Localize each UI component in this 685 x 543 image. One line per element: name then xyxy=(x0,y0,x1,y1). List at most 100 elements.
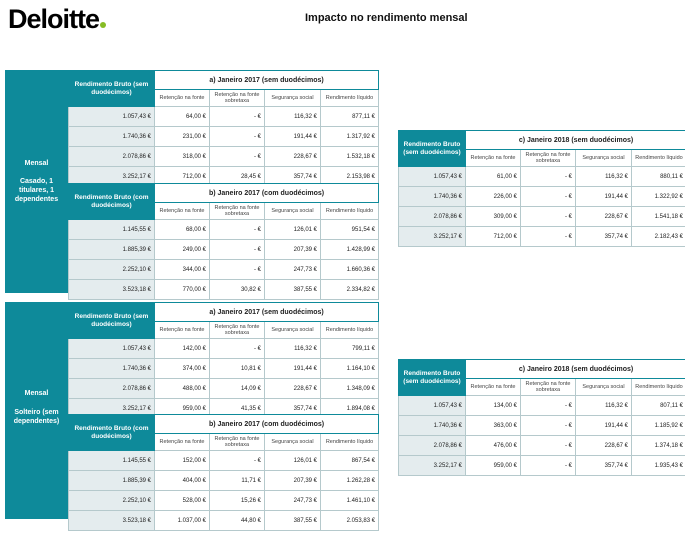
page-title: Impacto no rendimento mensal xyxy=(305,12,468,24)
gross-income-cell: 2.078,86 € xyxy=(68,378,155,399)
value-cell: 191,44 € xyxy=(264,126,321,147)
value-cell: - € xyxy=(520,226,576,247)
gross-income-cell: 2.078,86 € xyxy=(68,146,155,167)
income-2018-table: Rendimento Bruto (sem duodécimos) c) Jane… xyxy=(398,130,685,247)
value-cell: 68,00 € xyxy=(154,219,210,240)
column-header: Segurança social xyxy=(264,89,321,107)
value-cell: 959,00 € xyxy=(465,455,521,476)
gross-income-cell: 1.885,39 € xyxy=(68,470,155,491)
value-cell: 1.541,18 € xyxy=(630,206,685,227)
value-cell: 877,11 € xyxy=(319,106,380,127)
period-header: a) Janeiro 2017 (sem duodécimos) xyxy=(153,302,380,322)
gross-income-cell: 1.740,36 € xyxy=(398,415,466,436)
gross-income-cell: 3.252,17 € xyxy=(68,166,155,187)
table-row: 1.740,36 €226,00 € - €191,44 €1.322,92 € xyxy=(398,186,685,207)
table-row: 3.252,17 €959,00 € - €357,74 €1.935,43 € xyxy=(398,455,685,476)
value-cell: 191,44 € xyxy=(264,358,321,379)
value-cell: 116,32 € xyxy=(264,338,321,359)
value-cell: 142,00 € xyxy=(154,338,210,359)
value-cell: 2.153,98 € xyxy=(319,166,380,187)
value-cell: 404,00 € xyxy=(154,470,210,491)
table-row: 1.057,43 €134,00 € - €116,32 €807,11 € xyxy=(398,395,685,416)
period-row: Rendimento Bruto (com duodécimos) b) Jane… xyxy=(68,183,380,220)
table-row: 2.078,86 €476,00 € - €228,67 €1.374,18 € xyxy=(398,435,685,456)
value-cell: 1.185,92 € xyxy=(630,415,685,436)
value-cell: 116,32 € xyxy=(264,106,321,127)
table-row: 2.078,86 €318,00 € - €228,67 €1.532,18 € xyxy=(68,146,380,167)
gross-income-header: Rendimento Bruto (sem duodécimos) xyxy=(398,359,466,396)
value-cell: 1.037,00 € xyxy=(154,510,210,531)
value-cell: 1.374,18 € xyxy=(630,435,685,456)
value-cell: - € xyxy=(209,126,265,147)
value-cell: 357,74 € xyxy=(575,455,632,476)
value-cell: - € xyxy=(209,106,265,127)
value-cell: 44,80 € xyxy=(209,510,265,531)
column-header-row: Retenção na fonte Retenção na fonte sobre… xyxy=(399,378,685,396)
gross-income-cell: 3.252,17 € xyxy=(68,398,155,419)
gross-income-cell: 2.252,10 € xyxy=(68,259,155,280)
income-main-table: Rendimento Bruto (com duodécimos) b) Jane… xyxy=(68,414,380,531)
value-cell: - € xyxy=(520,166,576,187)
income-main-table: Rendimento Bruto (sem duodécimos) a) Jane… xyxy=(68,302,380,419)
table-row: 2.252,10 €344,00 € - €247,73 €1.660,36 € xyxy=(68,259,380,280)
value-cell: 228,67 € xyxy=(575,206,632,227)
period-row: Rendimento Bruto (sem duodécimos) a) Jane… xyxy=(68,70,380,107)
value-cell: 374,00 € xyxy=(154,358,210,379)
income-main-table: Rendimento Bruto (com duodécimos) b) Jane… xyxy=(68,183,380,300)
value-cell: 207,39 € xyxy=(264,239,321,260)
value-cell: 1.935,43 € xyxy=(630,455,685,476)
table-row: 3.523,18 €770,00 €30,82 €387,55 €2.334,8… xyxy=(68,279,380,300)
gross-income-cell: 2.078,86 € xyxy=(398,206,466,227)
column-header: Segurança social xyxy=(264,202,321,220)
gross-income-cell: 1.145,55 € xyxy=(68,219,155,240)
table-row: 1.057,43 €142,00 € - €116,32 €799,11 € xyxy=(68,338,380,359)
value-cell: 126,01 € xyxy=(264,219,321,240)
value-cell: 247,73 € xyxy=(264,490,321,511)
value-cell: 226,00 € xyxy=(465,186,521,207)
table-row: 1.145,55 €68,00 € - €126,01 €951,54 € xyxy=(68,219,380,240)
value-cell: 191,44 € xyxy=(575,186,632,207)
section-frequency: Mensal xyxy=(24,160,49,167)
table-row: 1.145,55 €152,00 € - €126,01 €867,54 € xyxy=(68,450,380,471)
value-cell: 807,11 € xyxy=(630,395,685,416)
value-cell: 344,00 € xyxy=(154,259,210,280)
column-header-row: Retenção na fonte Retenção na fonte sobre… xyxy=(69,89,380,107)
gross-income-header: Rendimento Bruto (com duodécimos) xyxy=(68,183,155,220)
value-cell: 318,00 € xyxy=(154,146,210,167)
value-cell: 357,74 € xyxy=(575,226,632,247)
column-header: Retenção na fonte xyxy=(465,149,521,167)
value-cell: 1.262,28 € xyxy=(319,470,380,491)
table-row: 1.885,39 €404,00 €11,71 €207,39 €1.262,2… xyxy=(68,470,380,491)
column-header: Retenção na fonte xyxy=(154,89,210,107)
deloitte-logo: Deloitte xyxy=(8,4,107,35)
income-2018-table: Rendimento Bruto (sem duodécimos) c) Jane… xyxy=(398,359,685,476)
period-row: Rendimento Bruto (sem duodécimos) c) Jane… xyxy=(398,130,685,167)
value-cell: 228,67 € xyxy=(264,378,321,399)
value-cell: 134,00 € xyxy=(465,395,521,416)
value-cell: 14,09 € xyxy=(209,378,265,399)
table-row: 3.523,18 €1.037,00 €44,80 €387,55 €2.053… xyxy=(68,510,380,531)
value-cell: - € xyxy=(209,219,265,240)
gross-income-cell: 1.885,39 € xyxy=(68,239,155,260)
gross-income-cell: 3.252,17 € xyxy=(398,455,466,476)
value-cell: 11,71 € xyxy=(209,470,265,491)
gross-income-cell: 1.740,36 € xyxy=(398,186,466,207)
gross-income-cell: 2.252,10 € xyxy=(68,490,155,511)
period-row: Rendimento Bruto (sem duodécimos) a) Jane… xyxy=(68,302,380,339)
gross-income-header: Rendimento Bruto (sem duodécimos) xyxy=(68,302,155,339)
column-header: Rendimento líquido xyxy=(630,378,685,396)
column-header: Rendimento líquido xyxy=(630,149,685,167)
table-row: 2.078,86 €309,00 € - €228,67 €1.541,18 € xyxy=(398,206,685,227)
gross-income-cell: 1.740,36 € xyxy=(68,358,155,379)
value-cell: 799,11 € xyxy=(319,338,380,359)
table-row: 3.252,17 €712,00 € - €357,74 €2.182,43 € xyxy=(398,226,685,247)
value-cell: 1.461,10 € xyxy=(319,490,380,511)
value-cell: 1.532,18 € xyxy=(319,146,380,167)
table-row: 1.057,43 €64,00 € - €116,32 €877,11 € xyxy=(68,106,380,127)
value-cell: - € xyxy=(209,338,265,359)
column-header: Rendimento líquido xyxy=(319,89,380,107)
value-cell: 712,00 € xyxy=(465,226,521,247)
value-cell: 15,26 € xyxy=(209,490,265,511)
value-cell: 228,67 € xyxy=(264,146,321,167)
value-cell: 10,81 € xyxy=(209,358,265,379)
